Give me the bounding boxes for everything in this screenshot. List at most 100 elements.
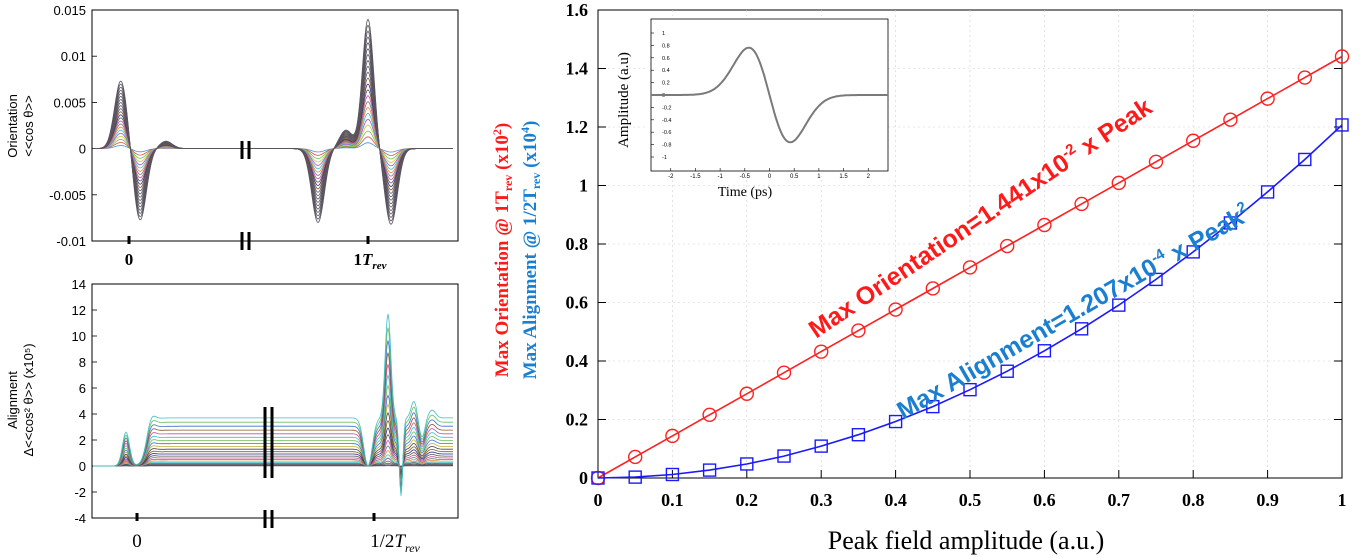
alignment-xtick-label-1-t: T [394, 531, 406, 552]
ylabel-blue-sup: 4 [518, 127, 532, 133]
ylabel-red-sup: 2 [490, 129, 504, 135]
inset-ytick-label-3: 0.4 [662, 68, 670, 74]
series-1-point-13 [1074, 322, 1089, 336]
orientation-ytick-label-4: -0.005 [49, 188, 86, 203]
series-0-point-12 [1037, 217, 1052, 233]
orientation-frame [91, 9, 459, 242]
series-0-point-18 [1260, 91, 1275, 106]
series-1-point-10 [963, 382, 977, 397]
orientation-ylabel-1: Orientation [5, 94, 20, 158]
orientation-break-mark [240, 141, 251, 250]
alignment-panel: 14 12 10 8 6 4 2 0 -2 -4 0 1/2Trev Alignment Δ<<c… [5, 277, 459, 555]
series-0-point-8 [888, 302, 903, 317]
series-0-point-1 [628, 449, 643, 465]
orientation-curve-1 [93, 142, 453, 153]
inset-ytick-label-10: -1 [662, 155, 667, 161]
series-0-point-10 [962, 260, 978, 275]
inset-xtick-label-6: 1 [817, 174, 821, 180]
main-xtick-label-9: 0.9 [1256, 490, 1279, 510]
series-1-point-11 [1000, 364, 1014, 378]
series-0-point-9 [925, 281, 940, 296]
alignment-break-mark [263, 407, 274, 528]
series-1-point-20 [1335, 118, 1349, 132]
ylabel-red-close: ) [492, 123, 513, 129]
inset-ytick-label-1: 0.8 [662, 43, 670, 49]
alignment-xtick-label-1-sub: rev [405, 541, 421, 555]
orientation-curve-22 [93, 18, 453, 225]
orientation-ytick-label-0: 0.015 [53, 3, 86, 18]
series-1-point-14 [1112, 298, 1126, 312]
main-ytick-label-4: 0.8 [566, 234, 589, 254]
series-0-point-15 [1148, 154, 1164, 170]
series-1-point-18 [1260, 185, 1275, 199]
series-1-line [597, 124, 1343, 479]
series-1-point-17 [1223, 216, 1238, 230]
alignment-xtick-label-0: 0 [132, 531, 142, 552]
series-0-line [597, 55, 1343, 479]
inset-ytick-label-6: -0.2 [662, 105, 671, 111]
series-0-point-4 [739, 386, 754, 401]
annotation-red-tail: x Peak [1070, 93, 1157, 164]
main-ytick-label-5: 1 [579, 176, 588, 196]
alignment-ytick-label-2: 10 [72, 329, 86, 344]
series-1-point-5 [777, 449, 791, 463]
main-xtick-label-4: 0.4 [884, 490, 907, 510]
series-0-point-13 [1074, 196, 1089, 212]
series-1-point-19 [1298, 152, 1312, 167]
series-1-point-0 [591, 471, 605, 485]
orientation-panel: 0.015 0.01 0.005 0 -0.005 -0.01 0 1Trev Orien… [5, 3, 459, 272]
inset-ytick-label-0: 1 [662, 31, 665, 37]
series-1-point-7 [851, 428, 866, 442]
series-1-point-8 [888, 414, 903, 429]
annotation-blue-main: Max Alignment=1.207x10 [892, 253, 1162, 425]
orientation-ytick-label-1: 0.01 [61, 49, 86, 64]
inset-pulse-plot: -2 -1.5 -1 -0.5 0 0.5 1 1.5 210.80.60.40.20-0.2-… [616, 16, 889, 200]
main-xtick-label-7: 0.7 [1108, 490, 1131, 510]
ylabel-red-tail: (x10 [492, 135, 513, 175]
inset-xtick-label-3: -0.5 [740, 174, 751, 180]
series-1-point-6 [814, 439, 828, 453]
series-0-point-20 [1334, 49, 1350, 64]
alignment-ylabel-1: Alignment [5, 371, 20, 429]
main-xtick-label-1: 0.1 [661, 490, 684, 510]
series-0-point-6 [814, 344, 829, 359]
main-ytick-label-1: 0.2 [566, 410, 589, 430]
series-0-point-3 [702, 407, 717, 423]
alignment-ytick-label-0: 14 [72, 277, 86, 292]
series-1-point-4 [740, 457, 754, 471]
orientation-curve-21 [93, 24, 453, 222]
orientation-xtick-label-1: 1Trev [354, 250, 387, 272]
main-xlabel: Peak field amplitude (a.u.) [828, 526, 1105, 555]
orientation-xtick-label-0: 0 [125, 250, 134, 269]
orientation-curve-2 [93, 136, 453, 156]
series-1-point-12 [1037, 344, 1052, 358]
main-xtick-label-8: 0.8 [1182, 490, 1205, 510]
ylabel-blue-close: ) [520, 121, 541, 127]
orientation-xtick-label-1-num: 1 [354, 250, 363, 269]
orientation-xtick-label-1-sub: rev [372, 260, 386, 272]
main-ytick-label-3: 0.6 [566, 293, 589, 313]
peak-field-panel: 0 0.2 0.4 0.6 0.8 1 1.2 1.4 1.6 0 0.1 0.2 0.3 0.4 0.5 0… [490, 0, 1350, 555]
alignment-ylabel-2: Δ<<cos² θ>> (x10⁵) [21, 343, 36, 456]
main-ylabel-alignment: Max Alignment @ 1/2Trev (x104) [518, 121, 543, 380]
series-1-point-15 [1149, 272, 1163, 287]
series-0-point-17 [1223, 112, 1238, 127]
ylabel-blue-tail: (x10 [520, 133, 541, 173]
orientation-xtick-label-1-t: T [362, 250, 373, 269]
main-xtick-label-2: 0.2 [736, 490, 759, 510]
alignment-ytick-label-8: -2 [74, 485, 86, 500]
alignment-xtick-label-1: 1/2Trev [370, 531, 420, 555]
main-xtick-label-10: 1 [1338, 490, 1347, 510]
orientation-ytick-label-3: 0 [79, 142, 86, 157]
series-1-point-3 [702, 463, 717, 477]
series-0-point-16 [1185, 133, 1201, 148]
inset-xtick-label-2: -1 [717, 174, 723, 180]
alignment-ytick-label-7: 0 [79, 459, 86, 474]
inset-xlabel: Time (ps) [718, 185, 773, 200]
annotation-blue-tail: x Peak [1160, 203, 1249, 270]
ylabel-red-sub: rev [501, 175, 515, 191]
ylabel-red-main: Max Orientation @ 1T [492, 191, 513, 377]
inset-ylabel: Amplitude (a.u) [616, 52, 632, 148]
main-xtick-label-5: 0.5 [959, 490, 982, 510]
